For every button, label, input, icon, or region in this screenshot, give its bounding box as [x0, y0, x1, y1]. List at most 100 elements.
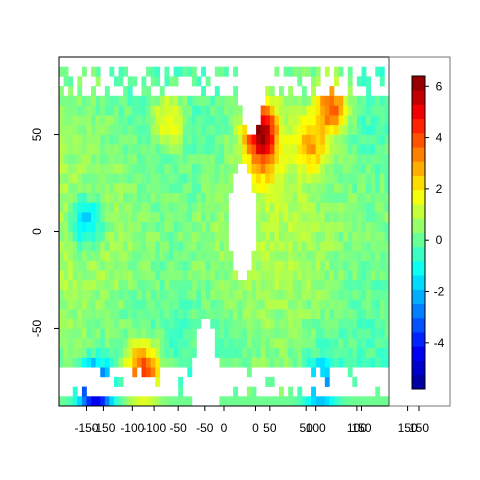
heatmap-cell: [169, 144, 174, 155]
heatmap-cell: [343, 241, 349, 252]
heatmap-cell: [214, 289, 220, 300]
heatmap-cell: [178, 105, 184, 116]
heatmap-cell: [118, 279, 124, 290]
heatmap-cell: [68, 347, 74, 358]
heatmap-cell: [347, 241, 353, 252]
heatmap-cell: [251, 279, 257, 290]
heatmap-cell: [237, 134, 243, 145]
heatmap-cell: [86, 134, 92, 145]
heatmap-cell: [288, 386, 294, 397]
heatmap-cell: [114, 347, 119, 358]
heatmap-cell: [182, 318, 188, 329]
heatmap-cell: [150, 66, 156, 77]
heatmap-cell: [150, 260, 156, 271]
heatmap-cell: [114, 192, 119, 203]
heatmap-cell: [114, 357, 119, 368]
heatmap-cell: [311, 386, 316, 397]
heatmap-cell: [59, 115, 64, 126]
heatmap-cell: [269, 144, 275, 155]
heatmap-cell: [379, 134, 385, 145]
heatmap-cell: [306, 105, 312, 116]
heatmap-cell: [256, 318, 261, 329]
heatmap-cell: [68, 396, 74, 407]
heatmap-cell: [201, 183, 206, 194]
heatmap-cell: [274, 270, 280, 281]
heatmap-cell: [132, 202, 138, 213]
heatmap-cell: [338, 95, 344, 106]
heatmap-cell: [91, 357, 96, 368]
heatmap-cell: [173, 250, 179, 261]
heatmap-cell: [196, 318, 202, 329]
heatmap-cell: [150, 367, 156, 378]
heatmap-cell: [347, 250, 353, 261]
heatmap-cell: [150, 202, 156, 213]
heatmap-cell: [356, 144, 362, 155]
heatmap-cell: [63, 212, 69, 223]
heatmap-cell: [146, 241, 151, 252]
heatmap-cell: [338, 318, 344, 329]
heatmap-cell: [104, 338, 110, 349]
heatmap-cell: [297, 231, 303, 242]
heatmap-cell: [246, 299, 252, 310]
heatmap-cell: [384, 396, 390, 407]
heatmap-cell: [269, 309, 275, 320]
heatmap-cell: [63, 153, 69, 164]
heatmap-cell: [205, 163, 211, 174]
heatmap-cell: [246, 144, 252, 155]
heatmap-cell: [242, 309, 248, 320]
heatmap-cell: [141, 260, 147, 271]
heatmap-cell: [366, 221, 371, 232]
heatmap-cell: [356, 299, 362, 310]
heatmap-cell: [329, 124, 335, 135]
heatmap-cell: [114, 124, 119, 135]
heatmap-cell: [315, 76, 321, 87]
heatmap-cell: [72, 183, 78, 194]
heatmap-cell: [178, 260, 184, 271]
heatmap-cell: [224, 328, 229, 339]
heatmap-cell: [100, 221, 106, 232]
heatmap-cell: [146, 163, 151, 174]
heatmap-cell: [182, 347, 188, 358]
heatmap-cell: [136, 115, 142, 126]
heatmap-cell: [191, 347, 197, 358]
heatmap-cell: [100, 347, 106, 358]
heatmap-cell: [361, 95, 367, 106]
heatmap-cell: [219, 309, 225, 320]
heatmap-cell: [375, 183, 381, 194]
colorbar-tick-label: -4: [434, 336, 445, 350]
heatmap-cell: [329, 212, 335, 223]
heatmap-cell: [173, 396, 179, 407]
heatmap-cell: [224, 183, 229, 194]
heatmap-cell: [219, 95, 225, 106]
heatmap-cell: [370, 173, 376, 184]
heatmap-cell: [279, 163, 284, 174]
heatmap-cell: [334, 309, 339, 320]
heatmap-cell: [224, 105, 229, 116]
heatmap-cell: [251, 289, 257, 300]
heatmap-cell: [370, 309, 376, 320]
heatmap-cell: [104, 241, 110, 252]
heatmap-cell: [292, 173, 298, 184]
heatmap-cell: [201, 221, 206, 232]
heatmap-cell: [182, 66, 188, 77]
heatmap-cell: [91, 66, 96, 77]
heatmap-cell: [141, 357, 147, 368]
heatmap-cell: [68, 279, 74, 290]
heatmap-cell: [301, 231, 307, 242]
colorbar-segment: [412, 132, 425, 148]
heatmap-cell: [159, 192, 165, 203]
heatmap-cell: [187, 396, 193, 407]
heatmap-cell: [279, 289, 284, 300]
heatmap-cell: [233, 115, 239, 126]
heatmap-cell: [169, 183, 174, 194]
heatmap-cell: [343, 338, 349, 349]
heatmap-cell: [338, 115, 344, 126]
heatmap-cell: [155, 202, 161, 213]
heatmap-cell: [279, 212, 284, 223]
heatmap-cell: [338, 328, 344, 339]
heatmap-cell: [159, 115, 165, 126]
heatmap-cell: [104, 212, 110, 223]
heatmap-cell: [141, 299, 147, 310]
heatmap-cell: [205, 76, 211, 87]
heatmap-cell: [77, 173, 83, 184]
